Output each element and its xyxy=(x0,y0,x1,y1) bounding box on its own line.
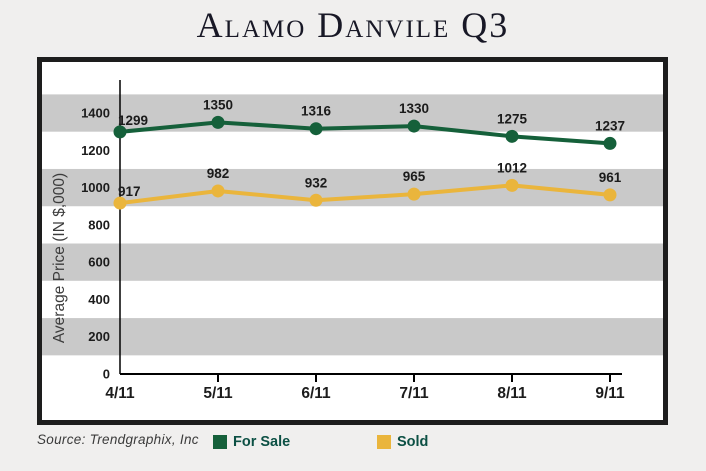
data-point xyxy=(407,187,421,201)
data-point xyxy=(603,136,617,150)
data-point xyxy=(211,115,225,129)
data-point xyxy=(113,125,127,139)
grid-band xyxy=(42,94,663,132)
y-tick-label: 1000 xyxy=(81,180,110,195)
data-point-label: 982 xyxy=(207,166,230,181)
series-line-for-sale xyxy=(118,120,612,146)
line-chart: 0 200 400 600 800 1000 1200 1400 Average Price (… xyxy=(42,80,663,402)
y-tick-label: 1400 xyxy=(81,106,110,121)
legend-label-sold: Sold xyxy=(397,434,429,450)
data-point xyxy=(603,188,617,202)
data-point-label: 965 xyxy=(403,169,426,184)
data-point xyxy=(113,196,127,210)
y-axis-title: Average Price (IN $,000) xyxy=(51,173,68,343)
chart-frame: 0 200 400 600 800 1000 1200 1400 Average Price (… xyxy=(37,57,668,425)
data-point xyxy=(309,193,323,207)
data-point-label: 1275 xyxy=(497,111,528,126)
y-tick-label: 800 xyxy=(88,217,110,232)
data-point-label: 1330 xyxy=(399,101,429,116)
y-tick-label: 600 xyxy=(88,255,110,270)
x-tick-label: 4/11 xyxy=(105,385,135,402)
data-point-label: 1299 xyxy=(118,113,148,128)
page-title: Alamo Danvile Q3 xyxy=(196,5,510,45)
x-tick-label: 7/11 xyxy=(399,385,429,402)
data-point xyxy=(407,119,421,133)
sold-swatch-icon xyxy=(377,435,391,449)
y-tick-label: 1200 xyxy=(81,143,110,158)
y-tick-label: 400 xyxy=(88,292,110,307)
legend-item-for-sale: For Sale xyxy=(213,434,290,450)
data-point xyxy=(211,184,225,198)
data-point-label: 1350 xyxy=(203,97,233,112)
data-point xyxy=(505,178,519,192)
x-tick-label: 6/11 xyxy=(301,385,331,402)
source-note: Source: Trendgraphix, Inc xyxy=(37,432,199,447)
grid-band xyxy=(42,318,663,356)
data-point-label: 961 xyxy=(599,170,622,185)
data-point xyxy=(309,122,323,136)
data-point-label: 932 xyxy=(305,175,328,190)
y-tick-label: 200 xyxy=(88,329,110,344)
legend-item-sold: Sold xyxy=(377,434,428,450)
x-tick-label: 5/11 xyxy=(203,385,233,402)
for-sale-swatch-icon xyxy=(213,435,227,449)
x-tick-label: 9/11 xyxy=(595,385,625,402)
y-tick-label: 0 xyxy=(103,367,110,382)
data-point-label: 917 xyxy=(118,184,141,199)
x-tick-label: 8/11 xyxy=(497,385,527,402)
grid-band xyxy=(42,243,663,281)
data-point-label: 1012 xyxy=(497,160,527,175)
series-line-sold xyxy=(118,183,612,206)
data-point-label: 1316 xyxy=(301,104,332,119)
legend-label-for-sale: For Sale xyxy=(233,434,291,450)
data-point-label: 1237 xyxy=(595,118,625,133)
data-point xyxy=(505,129,519,143)
